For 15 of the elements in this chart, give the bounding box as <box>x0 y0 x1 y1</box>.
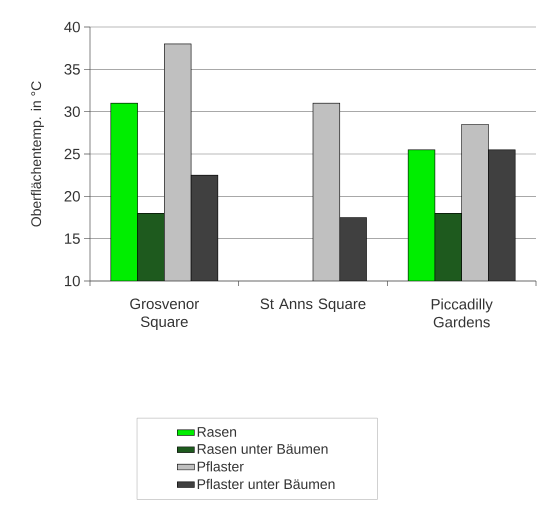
y-tick-label: 20 <box>64 191 80 202</box>
y-tick-label: 40 <box>64 22 80 32</box>
x-tick-label: Grosvenor Square <box>130 298 199 330</box>
x-tick-label: St Anns Square <box>260 298 366 312</box>
y-tick-label: 30 <box>64 106 80 117</box>
legend-label: Rasen unter Bäumen <box>198 444 328 454</box>
y-tick-label: 15 <box>65 233 80 244</box>
legend-label: Pflaster unter Bäumen <box>198 478 334 490</box>
y-tick-label: 25 <box>64 148 80 160</box>
legend-label: Rasen <box>198 427 236 437</box>
x-tick-label: Piccadilly Gardens <box>432 298 493 328</box>
y-tick-label: 35 <box>64 64 80 75</box>
y-axis-title: Oberflächentemp. in °C <box>30 81 44 227</box>
legend-label: Pflaster <box>198 461 244 472</box>
y-tick-label: 10 <box>65 276 80 286</box>
